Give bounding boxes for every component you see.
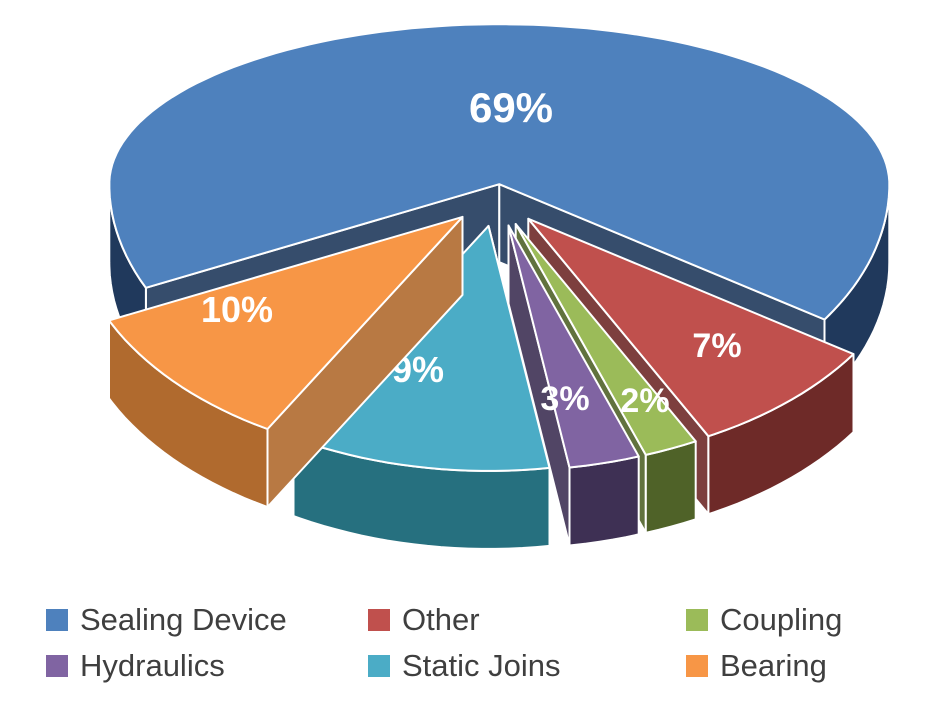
pie-slice-coupling	[514, 223, 697, 456]
legend-label-bearing: Bearing	[720, 648, 827, 683]
pie-slice-other	[527, 217, 855, 438]
legend-label-static-joins: Static Joins	[402, 648, 561, 683]
pie-slice-sealing-device	[108, 23, 891, 321]
legend-item-hydraulics: Hydraulics	[46, 650, 225, 682]
slice-label-coupling: 2%	[620, 382, 669, 420]
legend-item-static-joins: Static Joins	[368, 650, 561, 682]
legend-swatch-bearing	[686, 655, 708, 677]
legend-item-other: Other	[368, 604, 480, 636]
slice-label-sealing-device: 69%	[469, 84, 553, 131]
slice-label-hydraulics: 3%	[540, 380, 589, 418]
slice-label-other: 7%	[692, 327, 741, 365]
slice-label-bearing: 10%	[201, 289, 273, 330]
legend-label-coupling: Coupling	[720, 602, 843, 637]
legend-swatch-static-joins	[368, 655, 390, 677]
pie-slice-hydraulics	[507, 224, 640, 469]
legend-swatch-other	[368, 609, 390, 631]
legend-swatch-hydraulics	[46, 655, 68, 677]
legend-label-sealing-device: Sealing Device	[80, 602, 287, 637]
pie-slice-coupling-rim-wall	[644, 440, 697, 534]
legend-swatch-sealing-device	[46, 609, 68, 631]
legend-item-sealing-device: Sealing Device	[46, 604, 287, 636]
pie-chart-3d: 69%7%2%3%9%10%	[108, 23, 891, 550]
legend-swatch-coupling	[686, 609, 708, 631]
legend-label-hydraulics: Hydraulics	[80, 648, 225, 683]
pie-slice-hydraulics-rim-wall	[568, 455, 640, 547]
legend-item-bearing: Bearing	[686, 650, 827, 682]
legend-item-coupling: Coupling	[686, 604, 842, 636]
legend-label-other: Other	[402, 602, 480, 637]
pie-slice-bearing	[108, 215, 464, 430]
